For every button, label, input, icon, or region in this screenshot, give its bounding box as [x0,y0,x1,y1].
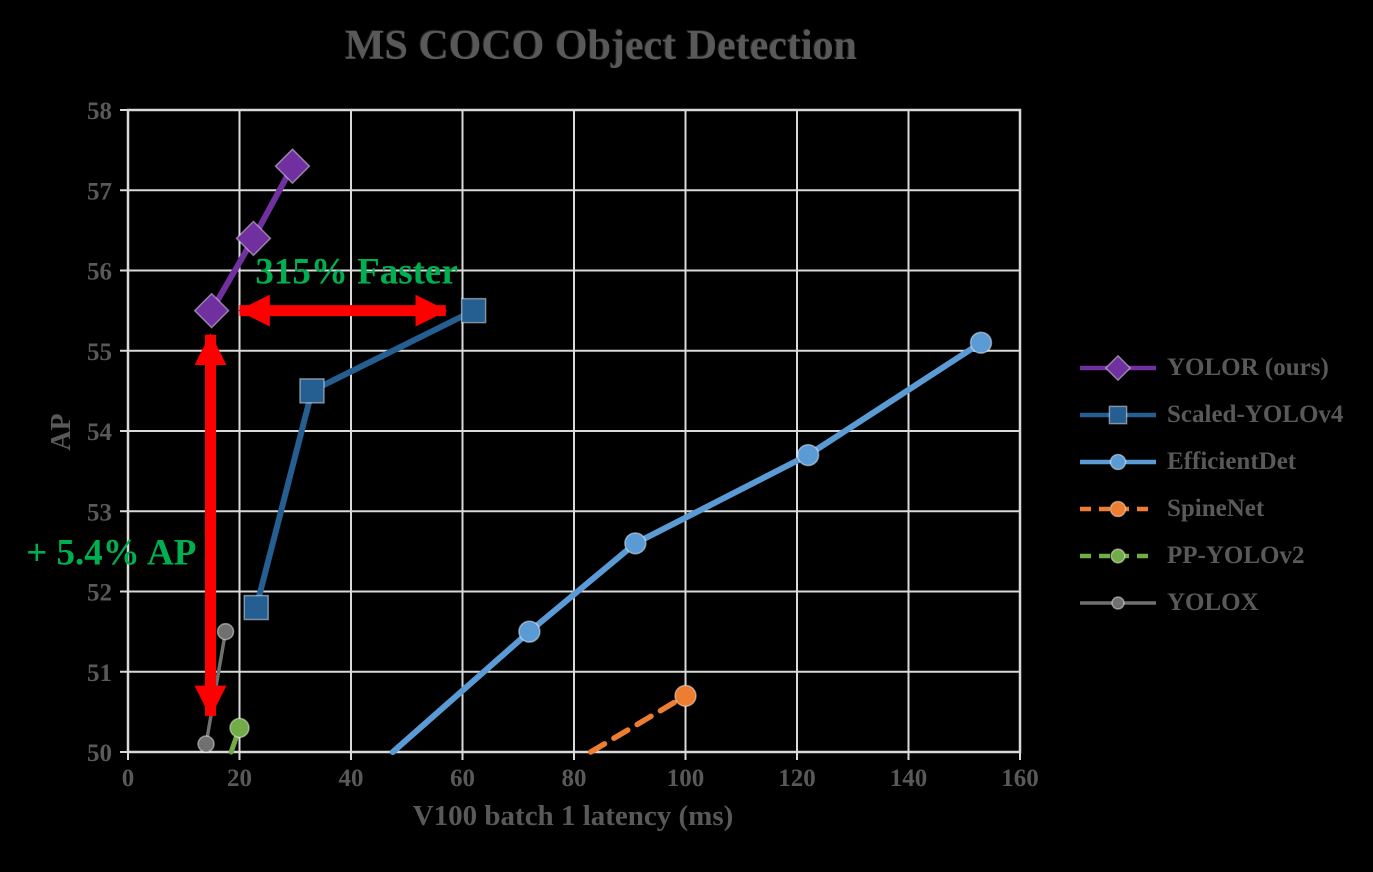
svg-text:40: 40 [339,765,364,792]
svg-text:53: 53 [87,499,112,526]
x-axis-title: V100 batch 1 latency (ms) [412,800,734,832]
legend-sample-spinenet [1080,500,1156,517]
svg-text:58: 58 [87,98,112,125]
svg-text:52: 52 [87,580,112,607]
svg-text:54: 54 [87,419,113,446]
legend-label-spinenet: SpineNet [1167,494,1265,522]
svg-text:60: 60 [450,765,475,792]
svg-text:57: 57 [87,178,112,205]
svg-text:20: 20 [227,765,252,792]
legend-item-spinenet: SpineNet [1078,485,1343,532]
legend-label-pp-yolov2: PP-YOLOv2 [1167,541,1305,569]
svg-text:0: 0 [122,765,135,792]
svg-text:56: 56 [87,259,112,286]
legend-item-pp-yolov2: PP-YOLOv2 [1078,532,1343,579]
svg-text:160: 160 [1001,765,1039,792]
legend-sample-yolor [1080,354,1156,381]
svg-text:80: 80 [562,765,587,792]
legend-label-efficientdet: EfficientDet [1167,447,1297,475]
legend-item-scaled-yolov4: Scaled-YOLOv4 [1078,391,1343,438]
legend-sample-pp-yolov2 [1080,547,1156,564]
svg-text:55: 55 [87,339,112,366]
svg-text:50: 50 [87,740,112,767]
svg-text:100: 100 [667,765,705,792]
svg-text:+ 5.4% AP: + 5.4% AP [26,532,196,573]
legend-item-yolox: YOLOX [1078,579,1343,626]
legend-label-yolor: YOLOR (ours) [1167,353,1329,381]
chart-legend: YOLOR (ours) Scaled-YOLOv4 EfficientDet … [1078,344,1343,626]
y-axis-title: AP [46,413,77,451]
svg-text:315% Faster: 315% Faster [255,252,457,293]
svg-text:140: 140 [890,765,928,792]
svg-text:120: 120 [778,765,816,792]
legend-item-yolor-ours: YOLOR (ours) [1078,344,1343,391]
legend-sample-efficientdet [1080,453,1156,470]
legend-sample-scaled-yolov4 [1080,405,1156,424]
legend-sample-yolox [1080,595,1156,610]
chart-title: MS COCO Object Detection [344,23,858,69]
legend-label-yolox: YOLOX [1167,588,1259,616]
legend-label-scaled-yolov4: Scaled-YOLOv4 [1167,400,1344,428]
legend-item-efficientdet: EfficientDet [1078,438,1343,485]
svg-text:51: 51 [87,660,112,687]
